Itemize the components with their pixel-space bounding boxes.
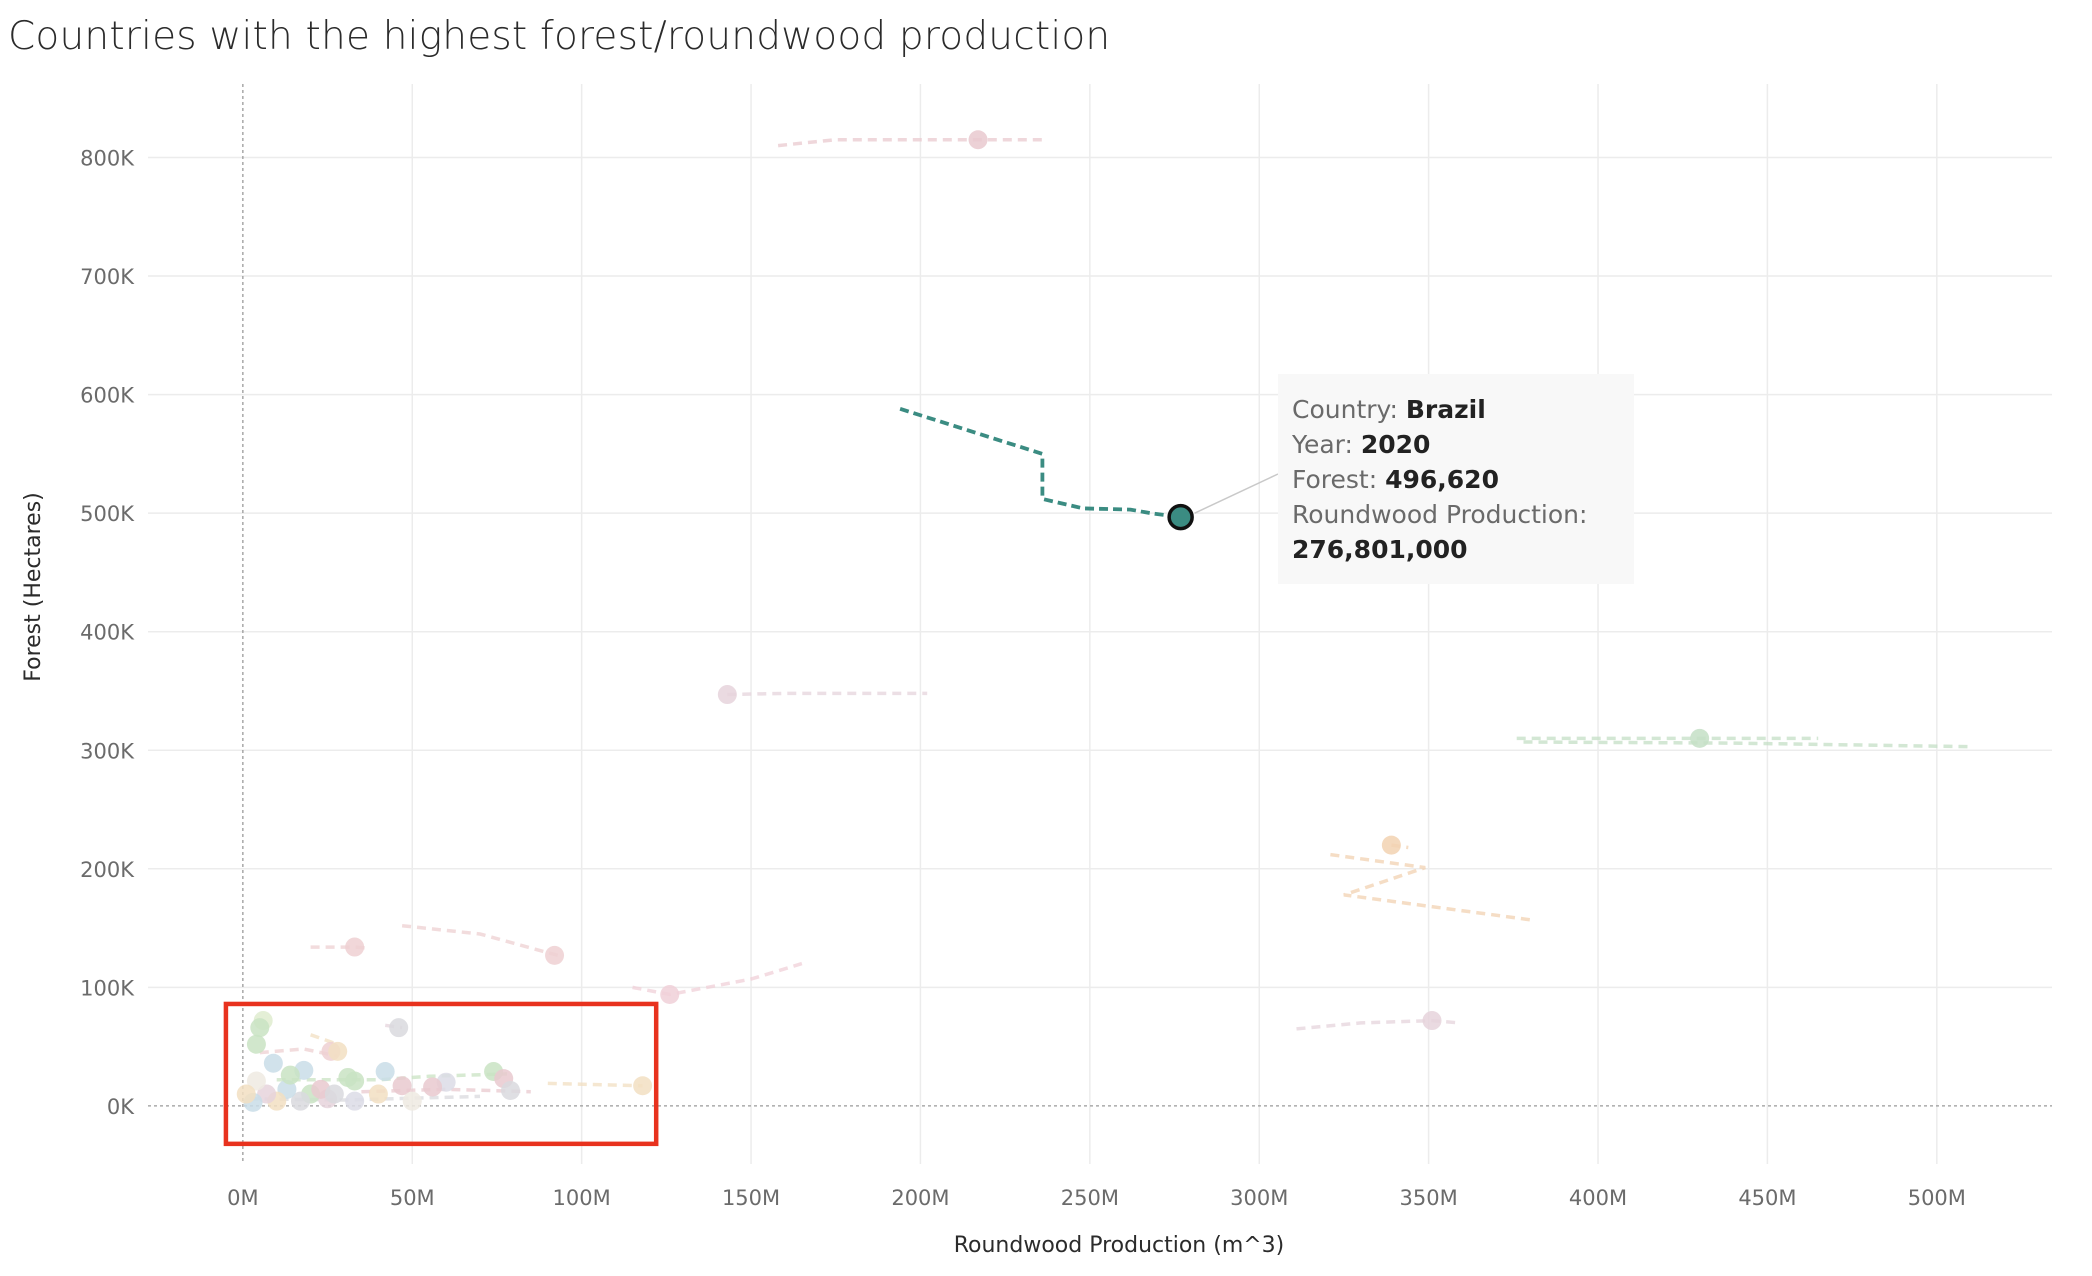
tooltip-forest-label: Forest: xyxy=(1292,465,1378,494)
tooltip-year-value: 2020 xyxy=(1360,430,1431,459)
tooltip-year-row: Year: 2020 xyxy=(1292,427,1620,462)
faded-trail-10 xyxy=(547,1081,643,1088)
tooltip-country-value: Brazil xyxy=(1405,395,1486,424)
faded-trail-0 xyxy=(777,137,1046,148)
faded-point-26 xyxy=(402,1091,422,1111)
zero-lines xyxy=(148,84,2052,1164)
y-tick-label-5: 500K xyxy=(80,502,135,526)
x-tick-label-9: 450M xyxy=(1738,1186,1796,1210)
faded-point-12 xyxy=(246,1034,266,1054)
grid-lines xyxy=(148,84,2052,1164)
annotation-layer xyxy=(223,1001,659,1147)
annotation-box xyxy=(223,1001,659,1147)
x-tick-label-8: 400M xyxy=(1569,1186,1627,1210)
tooltip-roundwood-value: 276,801,000 xyxy=(1292,535,1468,564)
highlight-point xyxy=(1167,503,1194,531)
y-axis-title: Forest (Hectares) xyxy=(21,492,46,682)
faded-point-38 xyxy=(280,1065,300,1085)
faded-point-4 xyxy=(1422,1011,1442,1031)
faded-point-2 xyxy=(1690,728,1710,748)
faded-point-19 xyxy=(375,1062,395,1082)
x-axis-title: Roundwood Production (m^3) xyxy=(954,1233,1285,1258)
faded-point-20 xyxy=(392,1076,412,1096)
faded-point-28 xyxy=(345,1091,365,1111)
faded-point-37 xyxy=(236,1084,256,1104)
faded-point-3 xyxy=(1381,835,1401,855)
y-tick-label-1: 100K xyxy=(80,976,135,1000)
y-tick-label-0: 0K xyxy=(107,1095,135,1119)
x-tick-label-5: 250M xyxy=(1061,1186,1119,1210)
faded-series xyxy=(236,130,1971,1112)
highlighted-series xyxy=(899,406,1279,531)
faded-point-8 xyxy=(389,1018,409,1038)
faded-point-31 xyxy=(290,1091,310,1111)
y-tick-label-2: 200K xyxy=(80,858,135,882)
faded-point-25 xyxy=(501,1080,521,1100)
faded-point-9 xyxy=(633,1076,653,1096)
faded-point-35 xyxy=(246,1071,266,1091)
faded-point-16 xyxy=(328,1041,348,1061)
x-tick-label-4: 200M xyxy=(891,1186,949,1210)
faded-point-6 xyxy=(545,945,565,965)
chart-title: Countries with the highest forest/roundw… xyxy=(8,14,1111,59)
x-tick-label-3: 150M xyxy=(722,1186,780,1210)
tooltip: Country: Brazil Year: 2020 Forest: 496,6… xyxy=(1278,374,1634,584)
y-tick-label-7: 700K xyxy=(80,265,135,289)
faded-point-11 xyxy=(250,1018,270,1038)
y-tick-label-3: 300K xyxy=(80,739,135,763)
tooltip-forest-row: Forest: 496,620 xyxy=(1292,462,1620,497)
faded-trail-5 xyxy=(1330,852,1531,922)
faded-point-5 xyxy=(345,937,365,957)
x-tick-label-2: 100M xyxy=(553,1186,611,1210)
faded-point-1 xyxy=(717,685,737,705)
faded-trail-6 xyxy=(1296,1018,1460,1031)
faded-trail-9 xyxy=(632,961,803,997)
tooltip-roundwood-label: Roundwood Production: xyxy=(1292,500,1588,529)
faded-point-7 xyxy=(660,984,680,1004)
tooltip-year-label: Year: xyxy=(1292,430,1353,459)
faded-point-13 xyxy=(263,1053,283,1073)
tooltip-country-label: Country: xyxy=(1292,395,1398,424)
x-tick-label-10: 500M xyxy=(1908,1186,1966,1210)
x-tick-label-0: 0M xyxy=(227,1186,258,1210)
faded-point-40 xyxy=(324,1084,344,1104)
x-tick-label-6: 300M xyxy=(1230,1186,1288,1210)
y-tick-label-4: 400K xyxy=(80,621,135,645)
x-tick-label-7: 350M xyxy=(1400,1186,1458,1210)
tooltip-forest-value: 496,620 xyxy=(1385,465,1499,494)
tooltip-country-row: Country: Brazil xyxy=(1292,392,1620,427)
faded-trail-1 xyxy=(727,691,928,697)
faded-point-0 xyxy=(968,130,988,150)
y-tick-label-6: 600K xyxy=(80,384,135,408)
y-tick-label-8: 800K xyxy=(80,147,135,171)
faded-point-18 xyxy=(345,1071,365,1091)
faded-point-22 xyxy=(423,1077,443,1097)
faded-point-27 xyxy=(368,1084,388,1104)
x-tick-label-1: 50M xyxy=(390,1186,435,1210)
highlight-trail xyxy=(899,406,1181,520)
tooltip-leader-line xyxy=(1194,473,1279,514)
faded-trail-8 xyxy=(401,923,559,958)
faded-trail-3 xyxy=(1523,740,1971,749)
tick-labels: 0M 50M 100M 150M 200M 250M 300M 350M 400M 450M 500… xyxy=(80,147,1966,1210)
